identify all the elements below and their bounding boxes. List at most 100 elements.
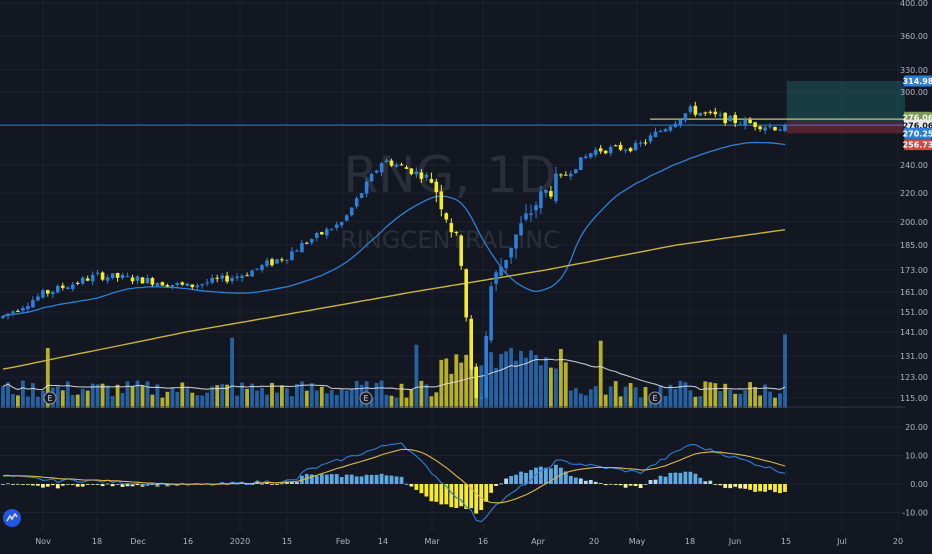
macd-histogram-bar xyxy=(80,484,85,487)
volume-bar xyxy=(165,391,170,408)
candle-body xyxy=(489,286,493,341)
candle-body xyxy=(628,148,633,152)
candle-body xyxy=(21,307,25,311)
candle-body xyxy=(145,278,150,284)
candle-body xyxy=(713,111,718,115)
candle-body xyxy=(56,285,60,293)
macd-histogram-bar xyxy=(454,484,459,508)
volume-bar xyxy=(703,381,708,408)
candle-body xyxy=(633,143,638,151)
macd-histogram-bar xyxy=(329,474,334,484)
candle-body xyxy=(225,275,229,282)
candle-body xyxy=(638,142,643,144)
macd-histogram-bar xyxy=(643,484,648,485)
volume-bar xyxy=(220,384,225,408)
volume-bar xyxy=(115,384,120,408)
candle-body xyxy=(1,315,5,319)
volume-bar xyxy=(304,390,309,408)
candle-body xyxy=(763,127,767,131)
candle-body xyxy=(454,232,459,233)
price-badge-label: 256.73 xyxy=(903,141,932,150)
candle-body xyxy=(100,272,105,280)
volume-bar xyxy=(349,389,354,408)
candle-body xyxy=(409,168,414,175)
candle-body xyxy=(260,265,264,270)
volume-bar xyxy=(638,397,643,408)
candle-body xyxy=(295,250,299,252)
volume-bar xyxy=(215,385,220,408)
macd-histogram-bar xyxy=(6,483,10,485)
volume-bar xyxy=(275,392,279,408)
volume-bar xyxy=(549,367,553,408)
macd-line xyxy=(2,442,786,523)
volume-bar xyxy=(519,351,523,408)
volume-bar xyxy=(110,396,115,408)
candle-body xyxy=(120,274,125,278)
candle-body xyxy=(524,213,528,220)
volume-bar xyxy=(424,384,429,408)
macd-histogram-bar xyxy=(419,484,424,494)
volume-bar xyxy=(145,381,150,408)
earnings-marker-feb[interactable]: E xyxy=(359,391,373,405)
volume-bar xyxy=(80,388,85,408)
volume-bar xyxy=(95,384,100,408)
macd-histogram-bar xyxy=(519,471,523,484)
volume-bar xyxy=(608,386,613,408)
macd-histogram-bar xyxy=(499,483,503,485)
volume-bar xyxy=(31,383,35,408)
candle-body xyxy=(529,213,533,215)
macd-histogram-bar xyxy=(295,482,299,484)
candle-body xyxy=(280,259,284,261)
macd-histogram-bar xyxy=(623,484,628,488)
candle-body xyxy=(150,278,155,285)
tradingview-logo-icon[interactable] xyxy=(3,509,21,527)
price-scale: 400.00 360.00 330.00 300.00 240.00 220.00 200.… xyxy=(900,0,928,518)
volume-bar xyxy=(514,360,518,408)
volume-bar xyxy=(65,381,70,408)
macd-histogram-bar xyxy=(374,474,379,484)
candle-body xyxy=(16,310,20,312)
volume-bar xyxy=(583,395,588,408)
macd-scale-label: 0.00 xyxy=(910,480,928,489)
price-badge: 314.98 xyxy=(903,75,932,87)
candle-body xyxy=(738,124,742,126)
volume-bar xyxy=(210,386,215,408)
macd-histogram-bar xyxy=(743,484,748,489)
macd-histogram-bar xyxy=(110,484,115,487)
volume-bar xyxy=(728,389,733,408)
candle-body xyxy=(479,398,483,399)
volume-bar xyxy=(60,390,65,408)
earnings-marker-may[interactable]: E xyxy=(648,391,662,405)
macd-histogram-bar xyxy=(65,484,70,485)
candle-body xyxy=(753,122,757,127)
earnings-marker-nov[interactable]: E xyxy=(43,391,57,405)
macd-histogram-bar xyxy=(708,480,713,484)
volume-bar xyxy=(295,384,299,408)
macd-histogram-bar xyxy=(703,481,708,484)
macd-histogram-bar xyxy=(165,484,170,487)
macd-histogram-bar xyxy=(748,484,752,490)
candle-body xyxy=(718,114,723,116)
candle-body xyxy=(404,167,409,169)
macd-histogram-bar xyxy=(534,467,538,484)
candle-body xyxy=(315,233,319,238)
volume-bar xyxy=(529,350,533,408)
candle-body xyxy=(648,135,653,142)
volume-bar xyxy=(663,395,668,408)
macd-histogram-bar xyxy=(648,480,653,484)
volume-bar xyxy=(434,392,439,408)
candle-body xyxy=(414,171,419,175)
price-badge-bg xyxy=(904,75,932,87)
volume-bar xyxy=(205,392,210,408)
volume-bar xyxy=(573,388,578,408)
price-scale-label: 240.00 xyxy=(900,161,928,170)
candle-body xyxy=(504,259,508,268)
candle-body xyxy=(125,275,130,277)
volume-bar xyxy=(369,397,374,408)
volume-bar xyxy=(568,390,573,408)
volume-ma-line xyxy=(2,358,786,391)
candle-body xyxy=(105,277,110,281)
volume-bar xyxy=(439,359,444,408)
